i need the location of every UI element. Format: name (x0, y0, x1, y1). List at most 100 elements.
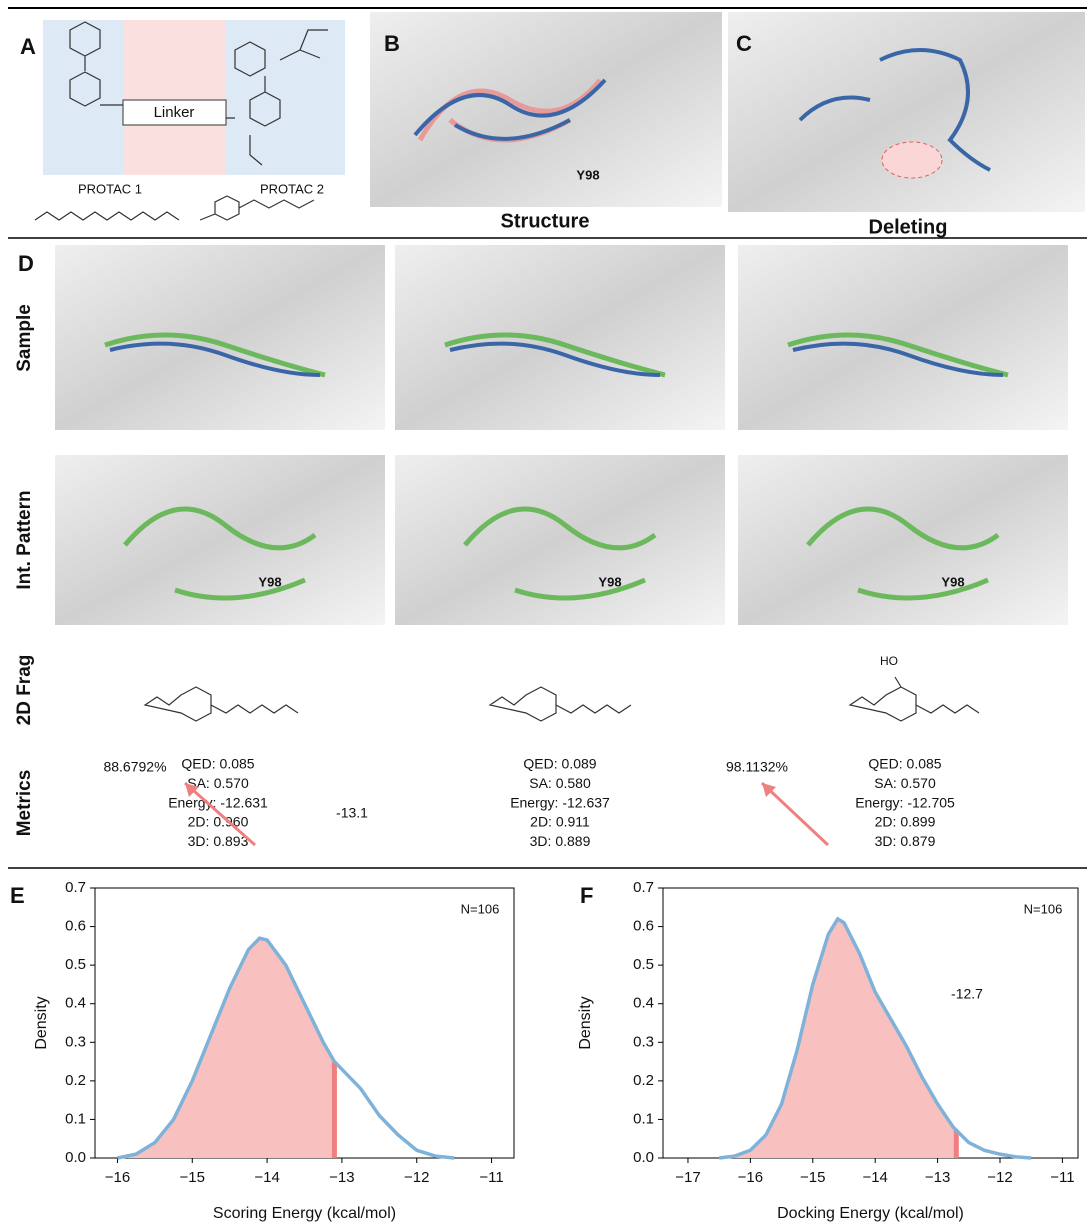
metric-line: 3D: 0.889 (530, 833, 591, 849)
metric-line: SA: 0.570 (187, 775, 249, 791)
panel-label: C (736, 31, 752, 56)
metric-line: Energy: -12.637 (510, 794, 610, 810)
x-tick-label: −12 (404, 1169, 429, 1186)
metric-line: 2D: 0.911 (530, 814, 590, 830)
protein-image (55, 245, 385, 430)
arrow-head (185, 783, 199, 797)
metric-line: 2D: 0.960 (188, 814, 249, 830)
residue-label: Y98 (576, 167, 599, 182)
residue-label: Y98 (941, 574, 964, 589)
residue-label: Y98 (258, 574, 281, 589)
x-tick-label: −13 (925, 1169, 950, 1186)
deleted-region (881, 141, 943, 179)
y-tick-label: 0.3 (633, 1033, 654, 1050)
metric-line: QED: 0.085 (868, 756, 941, 772)
y-tick-label: 0.5 (633, 956, 654, 973)
x-tick-label: −12 (987, 1169, 1012, 1186)
metric-line: Energy: -12.631 (168, 794, 268, 810)
ligand-sketch (463, 506, 657, 601)
y-tick-label: 0.6 (633, 918, 654, 935)
fragment-sketch (143, 676, 980, 722)
metric-line: QED: 0.085 (181, 756, 254, 772)
density-curve (718, 916, 1032, 1160)
x-tick-label: −17 (675, 1169, 700, 1186)
arrow (184, 781, 256, 847)
ligand-sketch (449, 341, 661, 377)
x-tick-label: −14 (862, 1169, 887, 1186)
ligand-sketch (123, 506, 317, 601)
protein-image (395, 245, 725, 430)
metric-line: SA: 0.570 (874, 775, 936, 791)
x-axis-label: Docking Energy (kcal/mol) (777, 1205, 964, 1222)
ligand-sketch (792, 341, 1004, 377)
y-axis-label: Density (577, 996, 594, 1049)
n-label: N=106 (1024, 901, 1063, 916)
arrow-head (762, 783, 776, 797)
metric-line: 2D: 0.899 (875, 814, 936, 830)
shaded-area (719, 918, 957, 1158)
linker-sketch (34, 195, 315, 221)
x-tick-label: −16 (738, 1169, 763, 1186)
metric-line: SA: 0.580 (529, 775, 591, 791)
y-axis-label: Density (33, 996, 50, 1049)
n-label: N=106 (461, 901, 500, 916)
fragment-atom: HO (880, 654, 898, 668)
y-tick-label: 0.4 (633, 995, 654, 1012)
protac-label: PROTAC 1 (78, 181, 142, 196)
y-tick-label: 0.5 (65, 956, 86, 973)
ligand-sketch (444, 332, 666, 378)
metric-line: QED: 0.089 (523, 756, 596, 772)
row-label: Sample (14, 304, 35, 372)
ligand-sketch (104, 332, 326, 378)
y-tick-label: 0.7 (65, 879, 86, 896)
linker-label: Linker (154, 104, 195, 121)
y-tick-label: 0.6 (65, 918, 86, 935)
y-tick-label: 0.7 (633, 879, 654, 896)
x-tick-label: −11 (1050, 1169, 1074, 1186)
row-label: Int. Pattern (14, 490, 35, 589)
density-curve (117, 936, 455, 1160)
y-tick-label: 0.3 (65, 1033, 86, 1050)
linker-box (122, 99, 227, 126)
structure-sketch (69, 21, 328, 166)
threshold-label: -12.7 (951, 986, 983, 1002)
y-tick-label: 0.2 (65, 1072, 86, 1089)
arrow (760, 781, 830, 847)
y-tick-label: 0.1 (633, 1110, 654, 1127)
percent-label: 88.6792% (103, 759, 166, 775)
panel-label: F (580, 883, 593, 908)
x-tick-label: −15 (180, 1169, 205, 1186)
protein-image (738, 245, 1068, 430)
x-tick-label: −13 (329, 1169, 354, 1186)
percent-label: 98.1132% (726, 759, 788, 775)
row-label: 2D Frag (14, 655, 35, 726)
panel-caption: Deleting (869, 216, 948, 238)
y-tick-label: 0.0 (633, 1149, 654, 1166)
threshold-label: -13.1 (336, 805, 368, 821)
panel-label: B (384, 31, 400, 56)
x-tick-label: −15 (800, 1169, 825, 1186)
x-tick-label: −11 (479, 1169, 503, 1186)
y-tick-label: 0.2 (633, 1072, 654, 1089)
protac-label: PROTAC 2 (260, 181, 324, 196)
ligand-sketch (798, 48, 991, 172)
panel-caption: Structure (501, 210, 590, 232)
metric-line: Energy: -12.705 (855, 794, 955, 810)
panel-label: D (18, 251, 34, 276)
ligand-sketch (787, 332, 1009, 378)
protein-image (728, 12, 1085, 212)
panel-label: E (10, 883, 25, 908)
x-axis-label: Scoring Energy (kcal/mol) (213, 1205, 396, 1222)
linker-region (123, 20, 226, 175)
ligand-sketch (109, 341, 321, 377)
x-tick-label: −16 (105, 1169, 130, 1186)
ligand-sketch (413, 78, 607, 141)
metric-line: 3D: 0.879 (875, 833, 936, 849)
shaded-area (117, 938, 335, 1158)
row-label: Metrics (14, 770, 35, 837)
y-tick-label: 0.1 (65, 1110, 86, 1127)
panel-label: A (20, 34, 36, 59)
x-tick-label: −14 (254, 1169, 279, 1186)
y-tick-label: 0.4 (65, 995, 86, 1012)
